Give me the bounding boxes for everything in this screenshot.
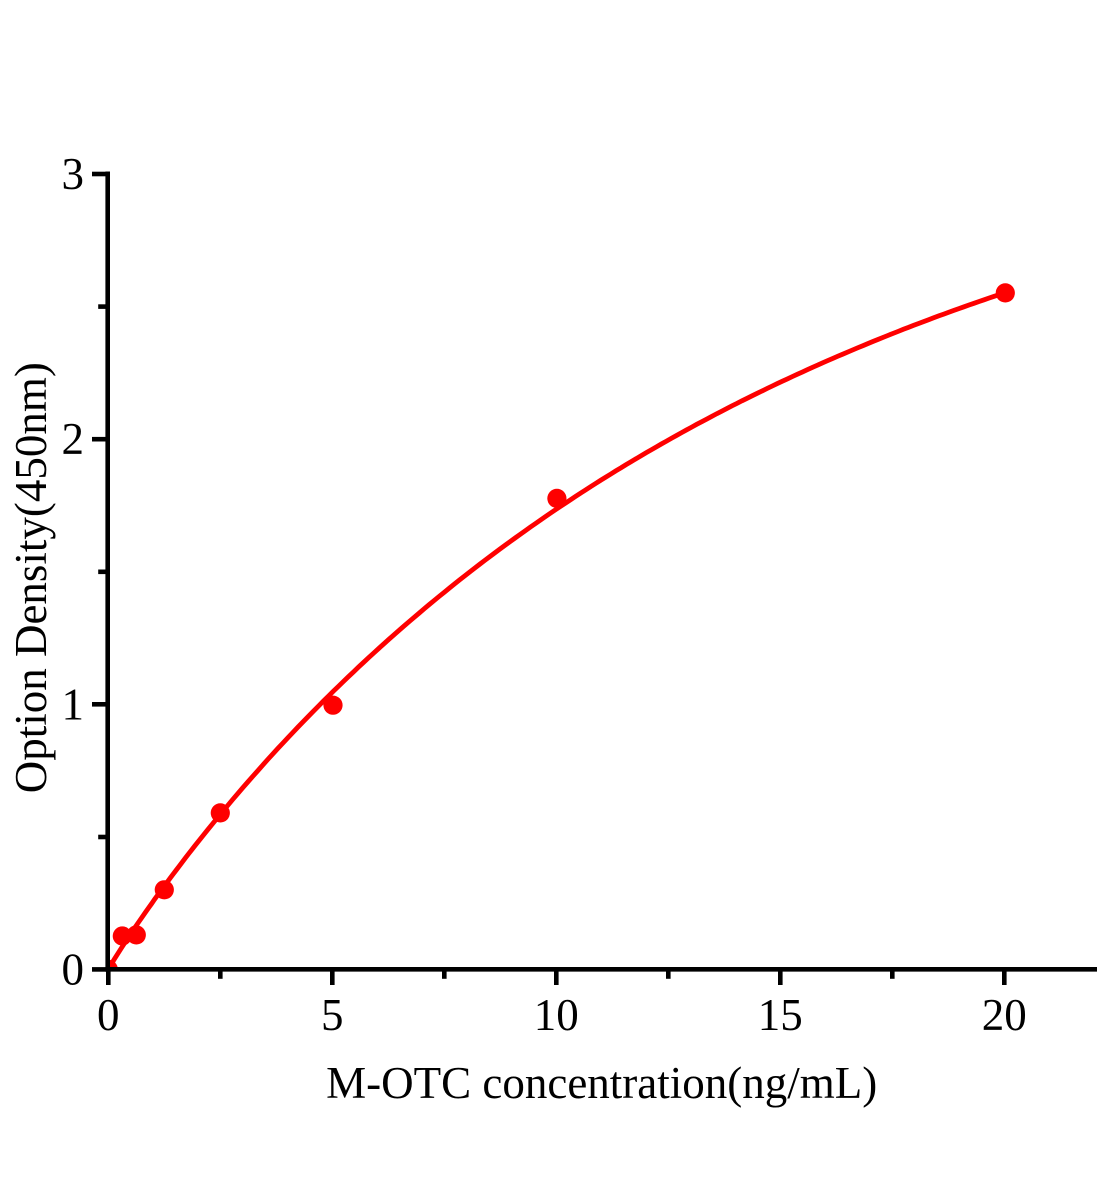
- svg-text:5: 5: [321, 990, 344, 1040]
- svg-text:10: 10: [534, 990, 579, 1040]
- svg-text:3: 3: [62, 149, 85, 199]
- svg-text:0: 0: [97, 990, 120, 1040]
- svg-text:15: 15: [758, 990, 803, 1040]
- svg-text:1: 1: [62, 679, 85, 729]
- svg-text:M-OTC concentration(ng/mL): M-OTC concentration(ng/mL): [326, 1058, 877, 1108]
- svg-text:2: 2: [62, 414, 85, 464]
- svg-text:Option Density(450nm): Option Density(450nm): [6, 362, 56, 793]
- svg-text:20: 20: [982, 990, 1027, 1040]
- svg-text:0: 0: [62, 944, 85, 994]
